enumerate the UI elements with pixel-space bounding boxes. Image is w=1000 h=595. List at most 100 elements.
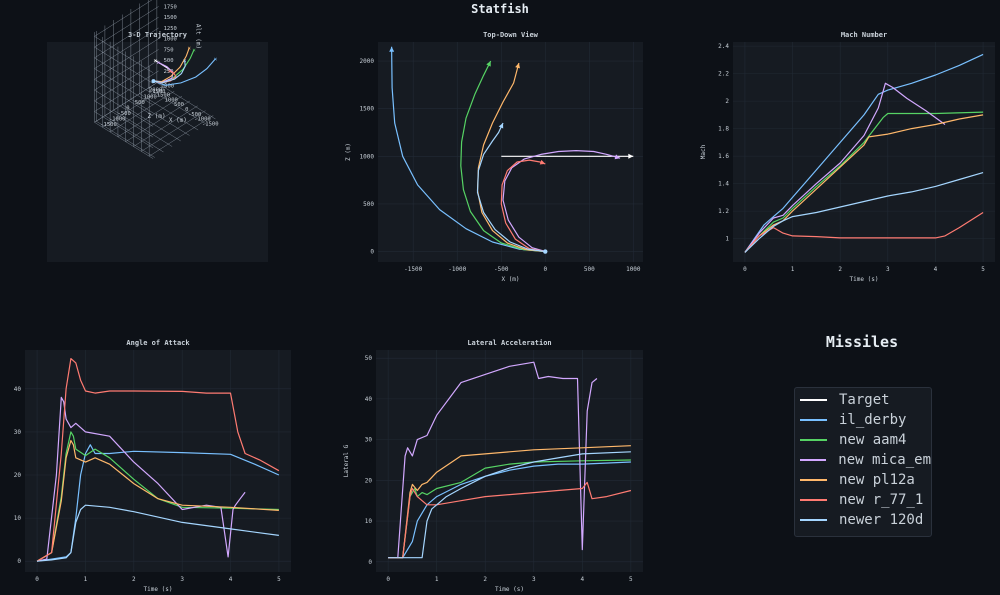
x-tick-label: 1 [84,576,88,583]
y-tick-label: 1 [725,236,729,243]
legend-label: new r_77_1 [839,492,924,508]
x-tick-label: 5 [629,576,633,583]
x-tick-label: -500 [188,112,201,118]
grid-line [104,115,164,153]
y-tick-label: -1000 [109,117,126,123]
y-tick-label: 1.2 [718,208,729,215]
y-tick-label: 10 [365,518,373,525]
grid-line [94,36,154,73]
grid-line [94,38,159,80]
axes-title: Mach Number [841,31,887,39]
x-tick-label: 3 [532,576,536,583]
x-axis-label: Time (s) [144,586,173,593]
axes-title: Angle of Attack [126,339,190,347]
y-tick-label: 1500 [360,106,375,113]
grid-line [94,27,159,69]
axes-title: Top-Down View [483,31,539,39]
x-tick-label: 4 [934,266,938,273]
series-line-new-pl12a [36,439,279,562]
grid-line [156,82,216,120]
panel-top-down-view: -1500 -1000 -500 0 500 1000 0 500 1000 1500 2000 To… [345,31,643,283]
legend-swatch [800,399,827,401]
series-line-new-pl12a [744,114,984,253]
series-line-new-r-77-1 [36,358,280,562]
legend-item-new-mica-em: new mica_em [800,450,931,470]
x-tick-label: 4 [229,576,233,583]
x-tick-label: 5 [981,266,985,273]
y-tick-label: -1500 [100,122,117,128]
grid-line [141,110,206,152]
axes-title: Lateral Acceleration [467,339,551,347]
end-marker-new-mica-em: × [156,59,160,66]
x-tick-label: 0 [185,107,188,113]
x-tick-label: 1 [791,266,795,273]
series-line-il-derby [744,53,984,253]
grid-line [139,93,199,131]
plot-area [378,42,643,262]
x-tick-label: 5 [277,576,281,583]
grid-line [94,100,154,138]
x-tick-label: -1000 [448,266,466,273]
grid-line [94,68,154,106]
x-tick-label: 0 [386,576,390,583]
series-line-new-r-77-1 [388,481,632,559]
z-tick-label: 0 [164,80,167,86]
z-tick-label: 1000 [164,37,177,43]
series-line-newer-120d [744,172,984,253]
x-tick-label: 3 [886,266,890,273]
y-tick-label: 40 [14,386,22,393]
series-line-newer-120d [153,60,186,84]
y-tick-label: 2.4 [718,43,729,50]
grid-line [149,115,214,157]
y-tick-label: 1.8 [718,126,729,133]
figure-title: Statfish [471,2,529,16]
grid-line [94,79,154,116]
end-marker-new-r-77-1: × [168,68,172,75]
y-tick-label: 500 [363,201,374,208]
y-tick-label: 0 [126,106,129,112]
z-tick-label: 750 [164,47,174,53]
series-line-new-mica-em [388,361,598,559]
z-tick-label: 1750 [164,4,177,10]
plot-area [733,42,995,262]
grid-line [94,16,159,59]
x-tick-label: -1500 [202,121,219,127]
series-line-il-derby [391,46,546,253]
arrowhead-il-derby [389,46,395,52]
arrowhead-new-pl12a [515,62,521,69]
grid-line [122,104,181,142]
x-axis-label: X (m) [169,117,187,124]
grid-line [133,105,198,147]
x-tick-label: 2 [132,576,136,583]
legend-swatch [800,439,827,441]
y-tick-label: 40 [365,396,373,403]
legend-item-new-r-77-1: new r_77_1 [800,490,931,510]
x-axis-label: Time (s) [495,586,524,593]
legend-label: il_derby [839,412,907,428]
x-tick-label: 0 [543,266,547,273]
z-tick-label: 1250 [164,26,177,32]
x-tick-label: 2 [483,576,487,583]
y-tick-label: -500 [118,111,131,117]
end-marker-il-derby: × [214,56,218,63]
y-tick-label: 30 [14,429,22,436]
y-tick-label: 50 [365,355,373,362]
grid-line [94,57,154,95]
grid-line [109,91,175,133]
x-tick-label: 1000 [626,266,641,273]
series-line-new-mica-em [36,396,246,562]
y-axis-label: Z (m) [345,143,352,161]
y-tick-label: 1000 [144,95,157,101]
legend: Target il_derby new aam4 new mica_em new pl1… [794,387,932,537]
end-marker-newer-120d: × [183,57,187,64]
end-marker-target: × [153,57,157,64]
legend-item-new-pl12a: new pl12a [800,470,931,490]
legend-swatch [800,419,827,421]
grid-line [94,0,153,37]
y-axis-label: Z (m) [148,113,166,120]
legend-item-il-derby: il_derby [800,410,931,430]
legend-label: Target [839,392,890,408]
y-tick-label: 500 [135,100,145,106]
